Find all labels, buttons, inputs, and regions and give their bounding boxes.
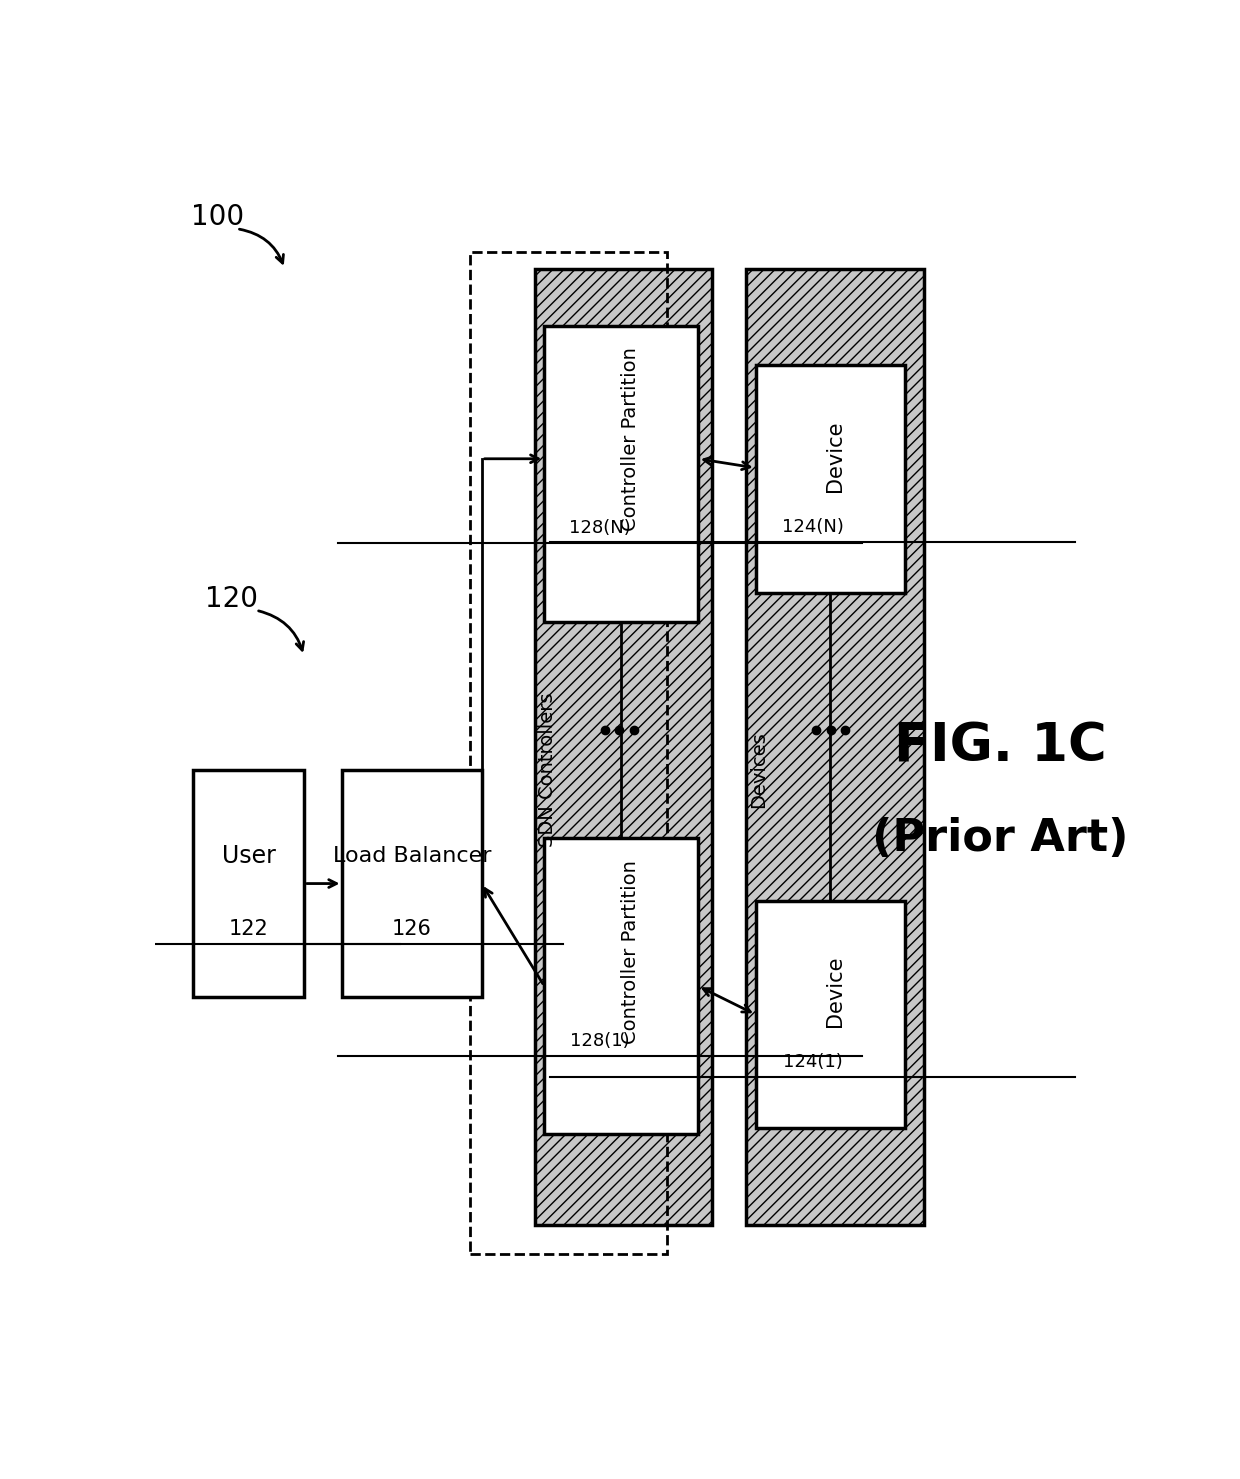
Text: User: User bbox=[222, 845, 275, 868]
Text: Controller Partition: Controller Partition bbox=[621, 859, 640, 1044]
Text: Controller Partition: Controller Partition bbox=[621, 348, 640, 531]
Text: 128(1): 128(1) bbox=[570, 1032, 630, 1050]
Bar bbox=[534, 269, 713, 1225]
Bar bbox=[342, 769, 481, 997]
Text: FIG. 1C: FIG. 1C bbox=[894, 720, 1107, 774]
Text: Device: Device bbox=[825, 420, 844, 493]
Bar bbox=[755, 901, 905, 1128]
Text: 124(N): 124(N) bbox=[782, 518, 843, 535]
Bar bbox=[544, 325, 698, 621]
Bar bbox=[470, 251, 667, 1254]
Text: (Prior Art): (Prior Art) bbox=[873, 816, 1128, 859]
Text: 124(1): 124(1) bbox=[782, 1053, 843, 1071]
Text: 126: 126 bbox=[392, 918, 432, 939]
Text: 128(N): 128(N) bbox=[569, 519, 631, 537]
Bar bbox=[193, 769, 304, 997]
Bar bbox=[544, 839, 698, 1134]
Text: 122: 122 bbox=[229, 918, 269, 939]
Text: Devices: Devices bbox=[749, 731, 768, 808]
Bar bbox=[755, 365, 905, 593]
Text: Load Balancer: Load Balancer bbox=[332, 846, 491, 867]
Text: 100: 100 bbox=[191, 203, 244, 231]
Text: Device: Device bbox=[825, 955, 844, 1028]
Bar bbox=[746, 269, 924, 1225]
Text: 120: 120 bbox=[206, 584, 258, 612]
Text: SDN Controllers: SDN Controllers bbox=[538, 692, 557, 847]
